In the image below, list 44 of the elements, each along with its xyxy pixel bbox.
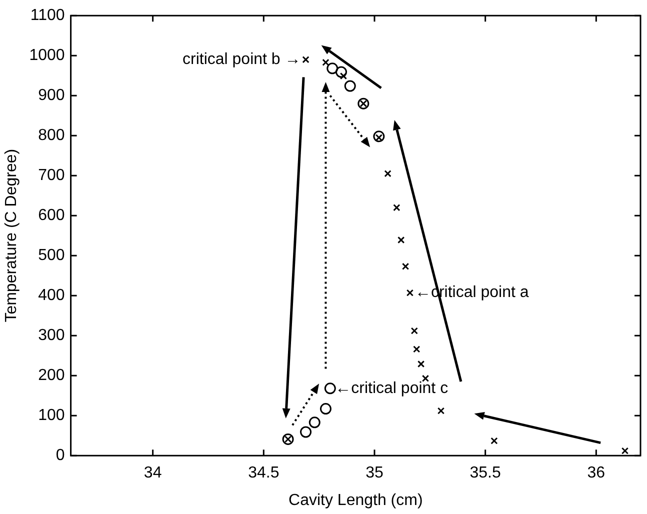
y-tick-label: 900 — [38, 87, 65, 104]
point — [308, 416, 320, 428]
point — [320, 403, 332, 415]
annotation: ←critical point c — [335, 380, 448, 397]
point — [413, 346, 420, 353]
point — [358, 98, 370, 110]
y-tick-label: 800 — [38, 127, 65, 144]
point — [402, 262, 410, 270]
y-tick-label: 400 — [38, 287, 65, 304]
point — [398, 236, 405, 244]
y-tick-label: 300 — [38, 327, 65, 344]
annotation: critical point b → — [182, 51, 301, 68]
y-tick-label: 0 — [56, 447, 65, 464]
x-tick-label: 35.5 — [470, 464, 501, 482]
point — [335, 66, 347, 78]
y-tick-label: 700 — [38, 167, 65, 184]
point — [300, 426, 312, 438]
y-tick-label: 100 — [38, 407, 65, 424]
y-tick-label: 1100 — [30, 7, 65, 24]
point — [393, 204, 400, 212]
point — [282, 433, 294, 445]
point — [302, 56, 310, 64]
point — [490, 437, 498, 444]
point — [384, 170, 392, 178]
point — [417, 360, 425, 368]
x-tick-label: 34 — [144, 464, 162, 482]
x-tick-label: 34.5 — [248, 464, 280, 482]
point — [437, 407, 445, 414]
y-tick-label: 600 — [38, 207, 65, 224]
y-axis-title: Temperature (C Degree) — [3, 148, 20, 322]
point — [373, 130, 385, 142]
x-tick-label: 36 — [587, 464, 606, 482]
y-tick-label: 1000 — [29, 47, 65, 64]
x-tick-label: 35 — [366, 464, 384, 482]
point — [621, 447, 629, 454]
point — [344, 80, 356, 92]
point — [324, 382, 336, 394]
point — [406, 289, 414, 296]
point — [410, 327, 418, 334]
y-tick-label: 500 — [38, 247, 65, 264]
y-tick-label: 200 — [38, 367, 65, 384]
point — [326, 62, 338, 74]
point — [322, 58, 330, 66]
x-axis-title: Cavity Length (cm) — [288, 492, 423, 509]
